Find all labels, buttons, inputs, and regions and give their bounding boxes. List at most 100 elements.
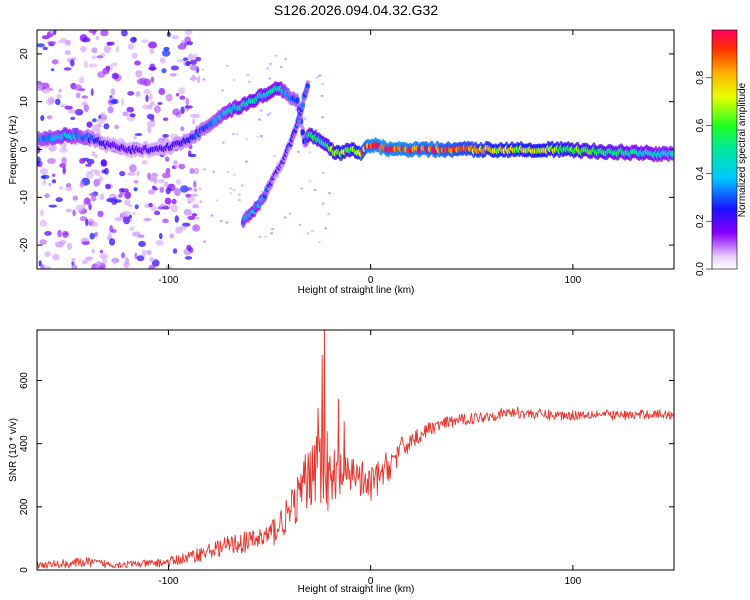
- noise-blob: [258, 118, 262, 121]
- noise-blob: [143, 78, 151, 87]
- noise-blob: [327, 212, 331, 216]
- noise-blob: [198, 187, 202, 191]
- noise-blob: [141, 39, 149, 44]
- noise-blob: [146, 120, 156, 128]
- noise-blob: [149, 93, 153, 100]
- noise-blob: [110, 88, 116, 96]
- noise-blob: [256, 135, 260, 139]
- noise-blob: [184, 30, 193, 36]
- noise-blob: [41, 174, 50, 179]
- noise-blob: [162, 117, 169, 121]
- noise-blob: [186, 41, 193, 46]
- noise-blob: [157, 179, 165, 184]
- noise-blob: [141, 160, 148, 165]
- noise-blob: [162, 218, 169, 224]
- noise-blob: [58, 88, 62, 93]
- noise-blob: [260, 134, 263, 138]
- snr-y-label: SNR (10 * v/v): [8, 418, 19, 482]
- noise-blob: [177, 226, 187, 231]
- noise-blob: [63, 67, 72, 71]
- noise-blob: [318, 241, 321, 244]
- spectrogram-y-tick-label: 0: [19, 146, 30, 152]
- noise-blob: [145, 94, 149, 102]
- noise-blob: [127, 172, 136, 176]
- noise-blob: [111, 98, 119, 105]
- noise-blob: [134, 60, 141, 66]
- noise-blob: [95, 35, 100, 41]
- noise-blob: [171, 185, 176, 191]
- noise-blob: [74, 84, 82, 91]
- noise-blob: [57, 40, 67, 43]
- noise-blob: [100, 30, 109, 37]
- noise-blob: [225, 221, 229, 224]
- noise-blob: [48, 204, 58, 208]
- noise-blob: [150, 257, 156, 261]
- noise-blob: [97, 170, 101, 177]
- noise-blob: [240, 184, 244, 187]
- noise-blob: [112, 62, 118, 67]
- noise-blob: [37, 43, 45, 48]
- snr-x-tick-label: 0: [368, 576, 374, 587]
- noise-blob: [51, 68, 55, 72]
- noise-blob: [91, 55, 97, 60]
- noise-blob: [133, 187, 138, 192]
- noise-blob: [93, 179, 99, 187]
- noise-blob: [187, 201, 191, 204]
- noise-blob: [151, 172, 158, 178]
- spectrogram-x-label: Height of straight line (km): [298, 285, 415, 296]
- noise-blob: [163, 46, 170, 51]
- noise-blob: [187, 215, 196, 220]
- noise-blob: [172, 248, 178, 254]
- noise-blob: [297, 150, 300, 154]
- noise-blob: [133, 135, 138, 140]
- noise-blob: [191, 193, 198, 197]
- noise-blob: [300, 187, 304, 190]
- noise-blob: [191, 213, 197, 217]
- noise-blob: [154, 210, 161, 216]
- noise-blob: [105, 183, 111, 190]
- noise-blob: [138, 240, 146, 247]
- noise-blob: [266, 67, 270, 70]
- noise-blob: [61, 157, 67, 165]
- noise-blob: [119, 171, 126, 177]
- noise-blob: [88, 30, 98, 33]
- noise-blob: [98, 176, 104, 182]
- noise-blob: [95, 128, 101, 135]
- noise-blob: [78, 76, 85, 84]
- noise-blob: [48, 144, 57, 152]
- noise-blob: [174, 215, 179, 223]
- noise-blob: [91, 169, 97, 173]
- noise-blob: [283, 216, 287, 219]
- noise-blob: [270, 232, 274, 235]
- noise-blob: [193, 113, 200, 119]
- noise-blob: [129, 226, 135, 232]
- noise-blob: [122, 111, 129, 117]
- noise-blob: [63, 232, 69, 236]
- noise-blob: [274, 54, 278, 57]
- noise-blob: [134, 204, 139, 210]
- noise-blob: [85, 171, 95, 179]
- noise-blob: [109, 238, 116, 246]
- noise-blob: [129, 164, 137, 173]
- noise-blob: [162, 133, 170, 138]
- noise-blob: [321, 116, 325, 119]
- noise-blob: [85, 163, 92, 167]
- noise-blob: [81, 95, 89, 99]
- noise-blob: [148, 202, 153, 208]
- noise-blob: [145, 250, 150, 255]
- noise-blob: [313, 188, 317, 192]
- noise-blob: [306, 232, 310, 235]
- noise-blob: [93, 154, 98, 159]
- snr-x-tick-label: -100: [158, 576, 178, 587]
- noise-blob: [185, 193, 192, 198]
- noise-blob: [264, 235, 268, 238]
- noise-blob: [107, 106, 114, 114]
- noise-blob: [40, 115, 45, 121]
- noise-blob: [37, 146, 40, 150]
- noise-blob: [184, 105, 193, 109]
- noise-blob: [268, 77, 272, 80]
- noise-blob: [48, 182, 52, 186]
- noise-blob: [135, 70, 143, 78]
- noise-blob: [113, 257, 117, 266]
- colorbar-ticks: 0.0 0.2 0.4 0.6 0.8: [695, 70, 712, 276]
